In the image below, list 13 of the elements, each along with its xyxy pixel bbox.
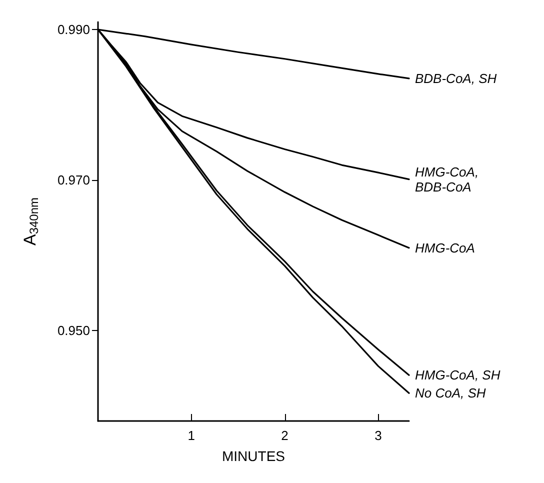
x-axis-title: MINUTES	[222, 448, 285, 464]
x-tick-label: 1	[188, 428, 196, 443]
y-tick-label: 0.950	[57, 323, 90, 338]
y-axis-title: A340nm	[20, 197, 41, 246]
series-label: BDB-CoA, SH	[415, 70, 498, 86]
series-label: No CoA, SH	[415, 386, 486, 401]
x-tick-label: 2	[281, 428, 288, 443]
series-label: HMG-CoA, SH	[415, 368, 501, 383]
y-tick-label: 0.970	[57, 172, 90, 188]
x-tick-label: 3	[374, 428, 382, 443]
series-label: HMG-CoA	[415, 240, 475, 256]
series-label: HMG-CoA, BDB-CoA	[415, 164, 482, 194]
y-tick-label: 0.990	[57, 22, 90, 38]
